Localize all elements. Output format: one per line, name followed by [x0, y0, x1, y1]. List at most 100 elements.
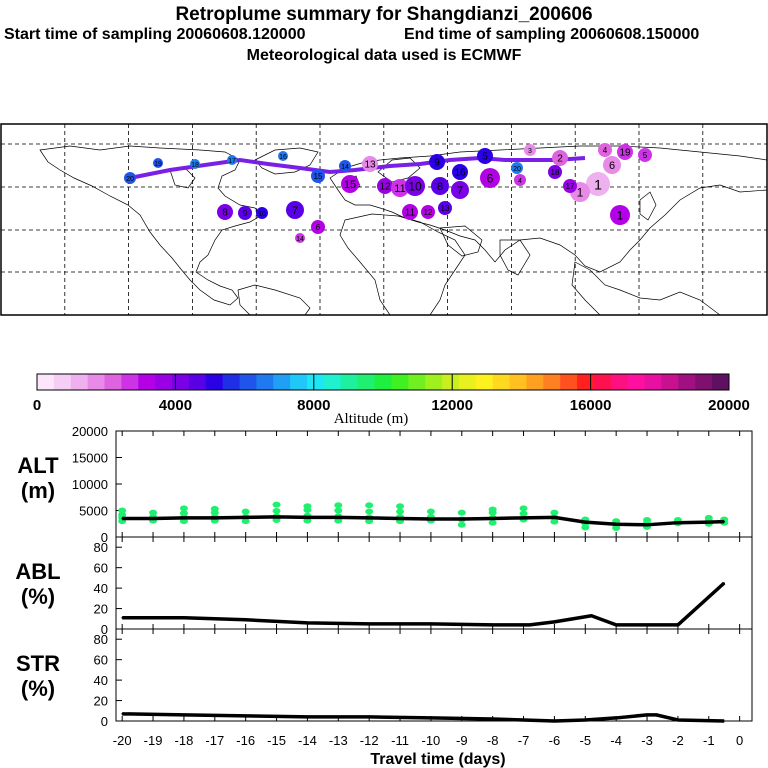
coast-india	[499, 239, 531, 276]
alt-series-point-7	[337, 516, 340, 519]
alt-particle-32	[365, 508, 374, 515]
abl-series-line-0	[122, 581, 726, 627]
alt-series-point-6	[306, 516, 309, 519]
alt-ytick-label-0: 0	[101, 530, 108, 545]
plume-cluster-label-21: 1	[577, 186, 584, 200]
plume-cluster-label-38: 18	[551, 168, 560, 177]
plume-cluster-29	[238, 206, 252, 220]
str-series-line-0	[122, 712, 725, 723]
alt-particle-20	[272, 508, 281, 515]
colorbar-swatch-4	[104, 374, 122, 390]
colorbar-swatch-17	[323, 374, 342, 390]
x-axis-title: Travel time (days)	[370, 751, 505, 768]
str-frame	[115, 628, 753, 722]
plume-cluster-23	[610, 205, 630, 225]
colorbar-swatch-0	[37, 374, 55, 390]
plume-cluster-label-9: 12	[379, 182, 391, 193]
alt-particle-9	[179, 510, 188, 517]
plume-cluster-label-11: 10	[408, 180, 422, 194]
alt-series-point-3	[213, 517, 216, 519]
x-tick-label-9: -11	[391, 733, 409, 748]
abl-ytick-label-4: 80	[94, 540, 108, 555]
plume-cluster-33	[438, 201, 452, 215]
abl-ytick-label-3: 60	[94, 561, 108, 576]
x-tick-label-17: -3	[641, 733, 653, 748]
plume-cluster-32	[421, 205, 435, 219]
plume-cluster-14	[451, 181, 469, 199]
plume-cluster-9	[377, 178, 393, 194]
plume-cluster-label-5: 16	[279, 154, 287, 161]
plume-cluster-label-1: 20	[126, 176, 134, 183]
colorbar-swatch-9	[188, 374, 207, 390]
alt-series-point-15	[584, 521, 587, 523]
panel-abl: 0 20 40 60 80 ABL(%)	[15, 536, 753, 637]
panel-alt: 0 5000 10000 15000 20000 ALT(m)	[17, 424, 753, 545]
plume-cluster-label-35: 15	[344, 179, 356, 191]
colorbar-swatch-26	[475, 374, 494, 390]
str-series-point-7	[522, 719, 525, 721]
str-series-point-3	[306, 716, 309, 718]
alt-series-point-19	[707, 521, 710, 523]
x-tick-label-12: -8	[487, 733, 499, 748]
alt-particle-15	[241, 518, 250, 525]
colorbar-swatch-12	[239, 374, 257, 390]
plume-cluster-label-31: 11	[405, 208, 416, 219]
start-time-label: Start time of sampling 20060608.120000	[4, 26, 306, 43]
alt-particle-25	[303, 503, 312, 510]
plume-cluster-label-39: 19	[619, 148, 631, 159]
coast-africa	[339, 213, 466, 316]
plume-cluster-37	[563, 179, 577, 193]
abl-series-point-4	[368, 623, 370, 625]
alt-series-point-16	[615, 523, 617, 526]
alt-series-point-1	[152, 517, 154, 520]
x-tick-label-13: -7	[518, 733, 530, 748]
abl-series-point-7	[528, 624, 531, 626]
plume-cluster-16	[477, 148, 493, 164]
colorbar-swatch-36	[644, 374, 662, 390]
colorbar-tick-label-1: 4000	[159, 397, 192, 414]
abl-series-point-11	[646, 624, 648, 626]
plume-cluster-label-18: 3	[528, 148, 532, 155]
alt-series-point-5	[275, 516, 278, 518]
str-ytick-label-1: 20	[94, 694, 108, 709]
abl-series-point-1	[183, 616, 185, 619]
plume-cluster-label-25: 5	[643, 151, 648, 160]
plume-cluster-2	[153, 158, 163, 168]
colorbar-swatch-13	[256, 374, 274, 390]
plume-cluster-39	[617, 144, 633, 160]
colorbar-tick-label-4: 16000	[570, 397, 612, 414]
plume-cluster-label-4: 17	[228, 158, 236, 165]
alt-series-point-2	[183, 517, 185, 519]
colorbar-tick-label-5: 20000	[708, 397, 750, 414]
plume-cluster-10	[391, 179, 409, 197]
alt-particle-3	[118, 507, 127, 514]
plume-cluster-24	[598, 143, 612, 157]
colorbar-swatch-6	[138, 374, 156, 390]
alt-series-point-0	[121, 517, 123, 520]
colorbar-swatch-38	[678, 374, 696, 390]
figure-title: Retroplume summary for Shangdianzi_20060…	[175, 4, 593, 25]
colorbar-swatch-22	[408, 374, 426, 390]
alt-particle-37	[396, 503, 405, 510]
str-ytick-label-0: 0	[101, 714, 108, 729]
plume-cluster-8	[362, 156, 378, 172]
alt-particle-47	[488, 506, 497, 513]
alt-series-point-12	[491, 517, 494, 520]
sampling-times: Start time of sampling 20060608.120000 E…	[0, 26, 768, 48]
colorbar-swatch-14	[273, 374, 291, 390]
plume-cluster-label-26: 7	[292, 205, 298, 217]
plume-cluster-label-15: 6	[487, 172, 494, 186]
colorbar-swatch-37	[661, 374, 679, 390]
abl-series-point-5	[430, 623, 432, 625]
plume-cluster-4	[227, 155, 237, 165]
alt-particle-50	[519, 505, 528, 512]
str-series-point-13	[677, 719, 679, 721]
colorbar-swatch-1	[53, 374, 72, 390]
plume-cluster-5	[278, 151, 288, 161]
plume-cluster-label-33: 13	[441, 204, 450, 213]
alt-particle-53	[550, 509, 559, 516]
plume-cluster-label-6: 15	[314, 172, 323, 181]
x-tick-label-15: -5	[580, 733, 592, 748]
abl-series-point-12	[677, 624, 679, 626]
